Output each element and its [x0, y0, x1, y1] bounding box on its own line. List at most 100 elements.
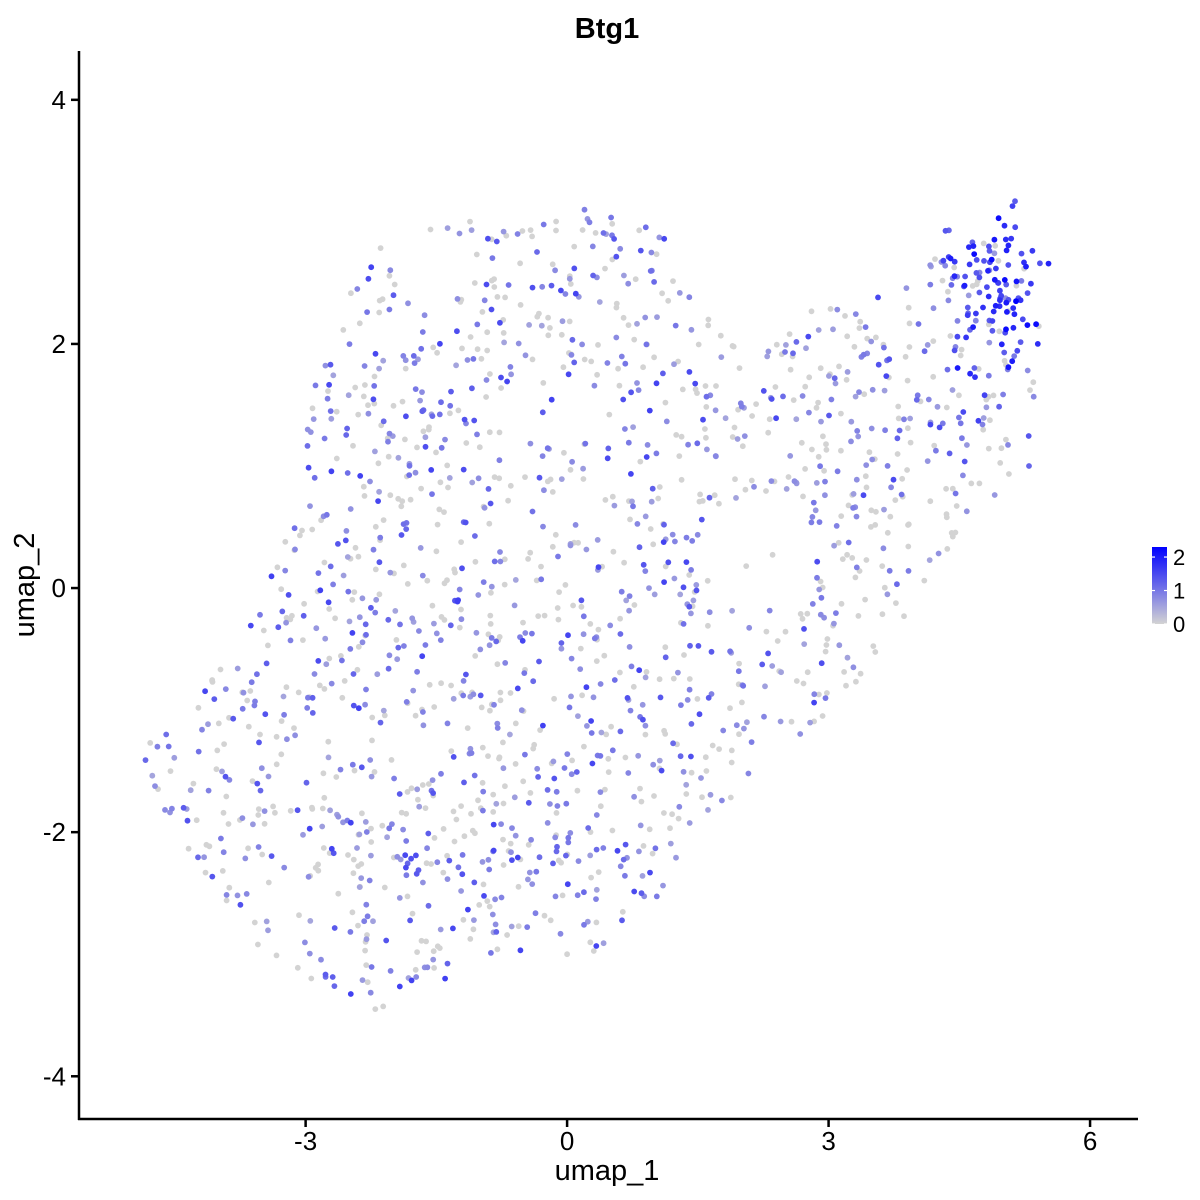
scatter-point — [783, 342, 789, 348]
scatter-point — [468, 750, 475, 756]
scatter-point — [444, 720, 451, 727]
scatter-point — [285, 592, 292, 598]
scatter-point — [577, 666, 584, 672]
scatter-point — [426, 424, 432, 430]
scatter-point — [455, 407, 462, 414]
scatter-point — [477, 692, 484, 699]
scatter-point — [451, 566, 458, 573]
scatter-point — [468, 810, 474, 817]
scatter-point — [643, 454, 650, 460]
scatter-point — [670, 278, 676, 284]
scatter-point — [294, 964, 301, 971]
scatter-point — [1000, 391, 1006, 398]
scatter-point — [527, 549, 534, 556]
scatter-point — [1034, 341, 1041, 347]
scatter-point — [368, 773, 375, 780]
scatter-point — [458, 803, 464, 809]
scatter-point — [981, 392, 988, 399]
scatter-point — [550, 758, 557, 765]
scatter-point — [598, 729, 605, 736]
scatter-point — [996, 403, 1002, 410]
scatter-point — [507, 731, 513, 738]
scatter-point — [558, 476, 565, 482]
scatter-point — [254, 671, 260, 678]
scatter-point — [479, 779, 486, 786]
scatter-point — [688, 721, 695, 727]
scatter-point — [352, 384, 359, 391]
scatter-point — [679, 386, 686, 393]
scatter-point — [997, 287, 1003, 294]
scatter-point — [240, 689, 247, 696]
scatter-point — [525, 841, 532, 848]
scatter-point — [321, 435, 328, 442]
scatter-point — [968, 480, 975, 487]
scatter-point — [423, 860, 430, 867]
scatter-point — [736, 731, 742, 738]
scatter-point — [558, 859, 564, 866]
scatter-point — [363, 631, 369, 638]
scatter-point — [558, 287, 564, 294]
scatter-point — [986, 339, 993, 346]
scatter-point — [816, 691, 822, 698]
scatter-point — [678, 702, 684, 708]
scatter-point — [419, 782, 426, 788]
scatter-point — [640, 843, 647, 849]
scatter-point — [362, 947, 368, 954]
scatter-point — [507, 840, 514, 847]
scatter-point — [894, 581, 900, 588]
scatter-point — [1027, 387, 1033, 393]
scatter-point — [355, 411, 362, 418]
scatter-point — [359, 595, 366, 602]
scatter-point — [555, 616, 562, 623]
scatter-point — [350, 442, 356, 449]
scatter-point — [538, 322, 545, 329]
scatter-point — [711, 492, 718, 499]
scatter-point — [349, 630, 356, 636]
scatter-point — [325, 599, 332, 606]
scatter-point — [875, 294, 881, 301]
scatter-point — [733, 495, 739, 501]
scatter-point — [493, 800, 500, 807]
scatter-point — [488, 583, 495, 590]
scatter-point — [985, 445, 992, 452]
scatter-point — [570, 602, 576, 609]
scatter-point — [642, 568, 649, 574]
scatter-point — [492, 921, 499, 928]
scatter-point — [325, 388, 331, 394]
scatter-point — [486, 903, 493, 910]
scatter-point — [370, 546, 377, 553]
scatter-point — [683, 534, 690, 541]
scatter-point — [593, 846, 600, 853]
scatter-point — [360, 393, 367, 400]
scatter-point — [487, 621, 494, 627]
scatter-point — [850, 505, 856, 511]
scatter-point — [947, 333, 954, 339]
scatter-point — [416, 628, 422, 634]
scatter-point — [954, 333, 961, 340]
scatter-point — [460, 692, 467, 699]
scatter-point — [613, 334, 620, 341]
scatter-point — [736, 660, 742, 667]
scatter-point — [649, 485, 656, 492]
scatter-point — [943, 485, 949, 492]
scatter-point — [410, 353, 417, 359]
scatter-point — [333, 455, 340, 462]
scatter-point — [565, 839, 572, 846]
scatter-point — [863, 462, 870, 468]
scatter-point — [857, 318, 864, 325]
scatter-point — [462, 519, 469, 526]
scatter-point — [656, 484, 663, 490]
scatter-point — [347, 506, 354, 512]
scatter-point — [944, 546, 951, 552]
scatter-point — [584, 723, 590, 729]
scatter-point — [483, 377, 490, 383]
scatter-point — [617, 863, 624, 870]
scatter-point — [718, 354, 725, 360]
scatter-point — [372, 350, 379, 357]
scatter-point — [180, 804, 187, 811]
scatter-point — [642, 224, 649, 231]
scatter-point — [536, 310, 542, 317]
scatter-point — [372, 566, 379, 573]
scatter-point — [213, 766, 220, 773]
scatter-point — [394, 853, 401, 860]
